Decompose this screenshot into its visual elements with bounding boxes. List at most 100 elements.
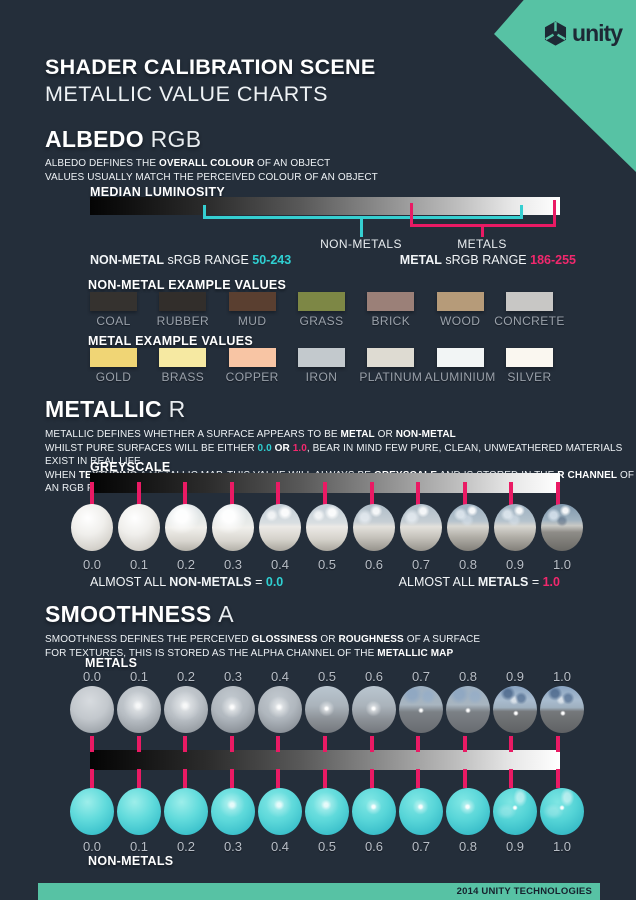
smoothness-nonmetal-sphere <box>117 788 161 835</box>
color-swatch <box>505 348 553 367</box>
smoothness-metal-item: 0.8 <box>445 669 491 733</box>
smoothness-metal-item: 0.0 <box>69 669 115 733</box>
smoothness-nonmetal-sphere <box>211 788 255 835</box>
metallic-scale-item: 1.0 <box>539 504 585 572</box>
smoothness-nonmetal-item: 0.9 <box>492 788 538 854</box>
metallic-scale-item: 0.6 <box>351 504 397 572</box>
srgb-ranges: NON-METAL sRGB RANGE 50-243 METAL sRGB R… <box>90 253 576 267</box>
nonmetal-bracket-bar <box>203 216 523 219</box>
tick-mark <box>369 482 374 508</box>
tick-mark <box>555 482 560 508</box>
color-swatch <box>90 292 137 311</box>
smoothness-metal-value-label: 0.3 <box>223 669 243 684</box>
smoothness-nonmetal-value-label: 1.0 <box>552 839 572 854</box>
metallic-sphere <box>71 504 113 551</box>
swatch-item: IRON <box>297 348 345 384</box>
metallic-sphere <box>400 504 442 551</box>
swatch-label: ALUMINIUM <box>424 370 496 384</box>
smoothness-nonmetal-item: 0.6 <box>351 788 397 854</box>
tick-mark <box>136 736 141 752</box>
swatch-label: BRASS <box>161 370 205 384</box>
smoothness-nonmetal-scale: 0.0 0.1 0.2 0.3 0.4 0.5 0.6 0.7 0.8 0. <box>69 788 585 854</box>
tick-mark <box>322 482 327 508</box>
median-luminosity-chart: NON-METALS METALS NON-METAL sRGB RANGE 5… <box>90 197 576 277</box>
nonmetal-srgb-range: NON-METAL sRGB RANGE 50-243 <box>90 253 292 267</box>
smoothness-metal-item: 0.4 <box>257 669 303 733</box>
swatch-label: BRICK <box>371 314 411 328</box>
smoothness-nonmetal-item: 0.1 <box>116 788 162 854</box>
smoothness-desc-line1: SMOOTHNESS DEFINES THE PERCEIVED GLOSSIN… <box>45 634 481 645</box>
smoothness-metal-sphere <box>446 686 490 733</box>
smoothness-metal-value-label: 0.0 <box>82 669 102 684</box>
metallic-sphere <box>259 504 301 551</box>
tick-mark <box>416 769 421 788</box>
color-swatch <box>436 292 484 311</box>
smoothness-nonmetal-item: 1.0 <box>539 788 585 854</box>
smoothness-nonmetal-item: 0.7 <box>398 788 444 854</box>
tick-mark <box>462 769 467 788</box>
smoothness-nonmetal-value-label: 0.9 <box>505 839 525 854</box>
smoothness-metal-item: 0.7 <box>398 669 444 733</box>
nonmetal-example-swatches: COAL RUBBER MUD GRASS BRICK WOOD CONCRET… <box>90 292 564 328</box>
swatch-label: MUD <box>237 314 267 328</box>
metallic-value-label: 0.6 <box>364 557 384 572</box>
smoothness-nonmetal-sphere <box>399 788 443 835</box>
unity-cube-icon <box>545 21 567 46</box>
nonmetal-bracket-left <box>203 205 206 218</box>
tick-mark <box>136 482 141 508</box>
metallic-value-label: 0.4 <box>270 557 290 572</box>
tick-mark <box>462 736 467 752</box>
swatch-item: ALUMINIUM <box>425 348 495 384</box>
smoothness-metal-value-label: 0.6 <box>364 669 384 684</box>
smoothness-lower-ticks <box>90 769 560 788</box>
metallic-sphere <box>494 504 536 551</box>
smoothness-metal-sphere <box>258 686 302 733</box>
metallic-value-label: 0.9 <box>505 557 525 572</box>
tick-mark <box>555 769 560 788</box>
metallic-value-label: 0.5 <box>317 557 337 572</box>
nonmetals-note: ALMOST ALL NON-METALS = 0.0 <box>90 575 284 589</box>
metallic-ticks <box>90 482 560 508</box>
smoothness-nonmetals-label: NON-METALS <box>88 854 174 868</box>
tick-mark <box>369 769 374 788</box>
color-swatch <box>228 292 276 311</box>
smoothness-metal-item: 0.6 <box>351 669 397 733</box>
metallic-value-label: 0.2 <box>176 557 196 572</box>
smoothness-nonmetal-item: 0.2 <box>163 788 209 854</box>
tick-mark <box>229 736 234 752</box>
smoothness-metal-value-label: 0.1 <box>129 669 149 684</box>
tick-mark <box>509 482 514 508</box>
smoothness-nonmetal-value-label: 0.6 <box>364 839 384 854</box>
tick-mark <box>229 482 234 508</box>
color-swatch <box>297 292 345 311</box>
color-swatch <box>159 292 207 311</box>
smoothness-metal-value-label: 0.7 <box>411 669 431 684</box>
smoothness-nonmetal-item: 0.3 <box>210 788 256 854</box>
smoothness-metal-value-label: 0.5 <box>317 669 337 684</box>
nonmetal-bracket-right <box>520 205 523 218</box>
metallic-value-label: 0.1 <box>129 557 149 572</box>
metal-bracket-left <box>410 203 413 226</box>
smoothness-nonmetal-item: 0.0 <box>69 788 115 854</box>
smoothness-greyscale-bar <box>90 750 560 770</box>
tick-mark <box>416 482 421 508</box>
smoothness-metal-item: 0.5 <box>304 669 350 733</box>
nonmetals-bracket-label: NON-METALS <box>320 237 402 251</box>
color-swatch <box>297 348 345 367</box>
metal-bracket-right <box>553 200 556 226</box>
smoothness-nonmetal-item: 0.8 <box>445 788 491 854</box>
smoothness-metal-item: 1.0 <box>539 669 585 733</box>
albedo-desc-line2: VALUES USUALLY MATCH THE PERCEIVED COLOU… <box>45 171 378 183</box>
smoothness-nonmetal-value-label: 0.5 <box>317 839 337 854</box>
tick-mark <box>322 736 327 752</box>
swatch-label: COAL <box>96 314 131 328</box>
tick-mark <box>183 482 188 508</box>
swatch-item: COPPER <box>226 348 278 384</box>
smoothness-nonmetal-value-label: 0.7 <box>411 839 431 854</box>
smoothness-metal-sphere <box>164 686 208 733</box>
metallic-sphere <box>165 504 207 551</box>
swatch-item: COAL <box>90 292 137 328</box>
tick-mark <box>416 736 421 752</box>
smoothness-metal-value-label: 1.0 <box>552 669 572 684</box>
